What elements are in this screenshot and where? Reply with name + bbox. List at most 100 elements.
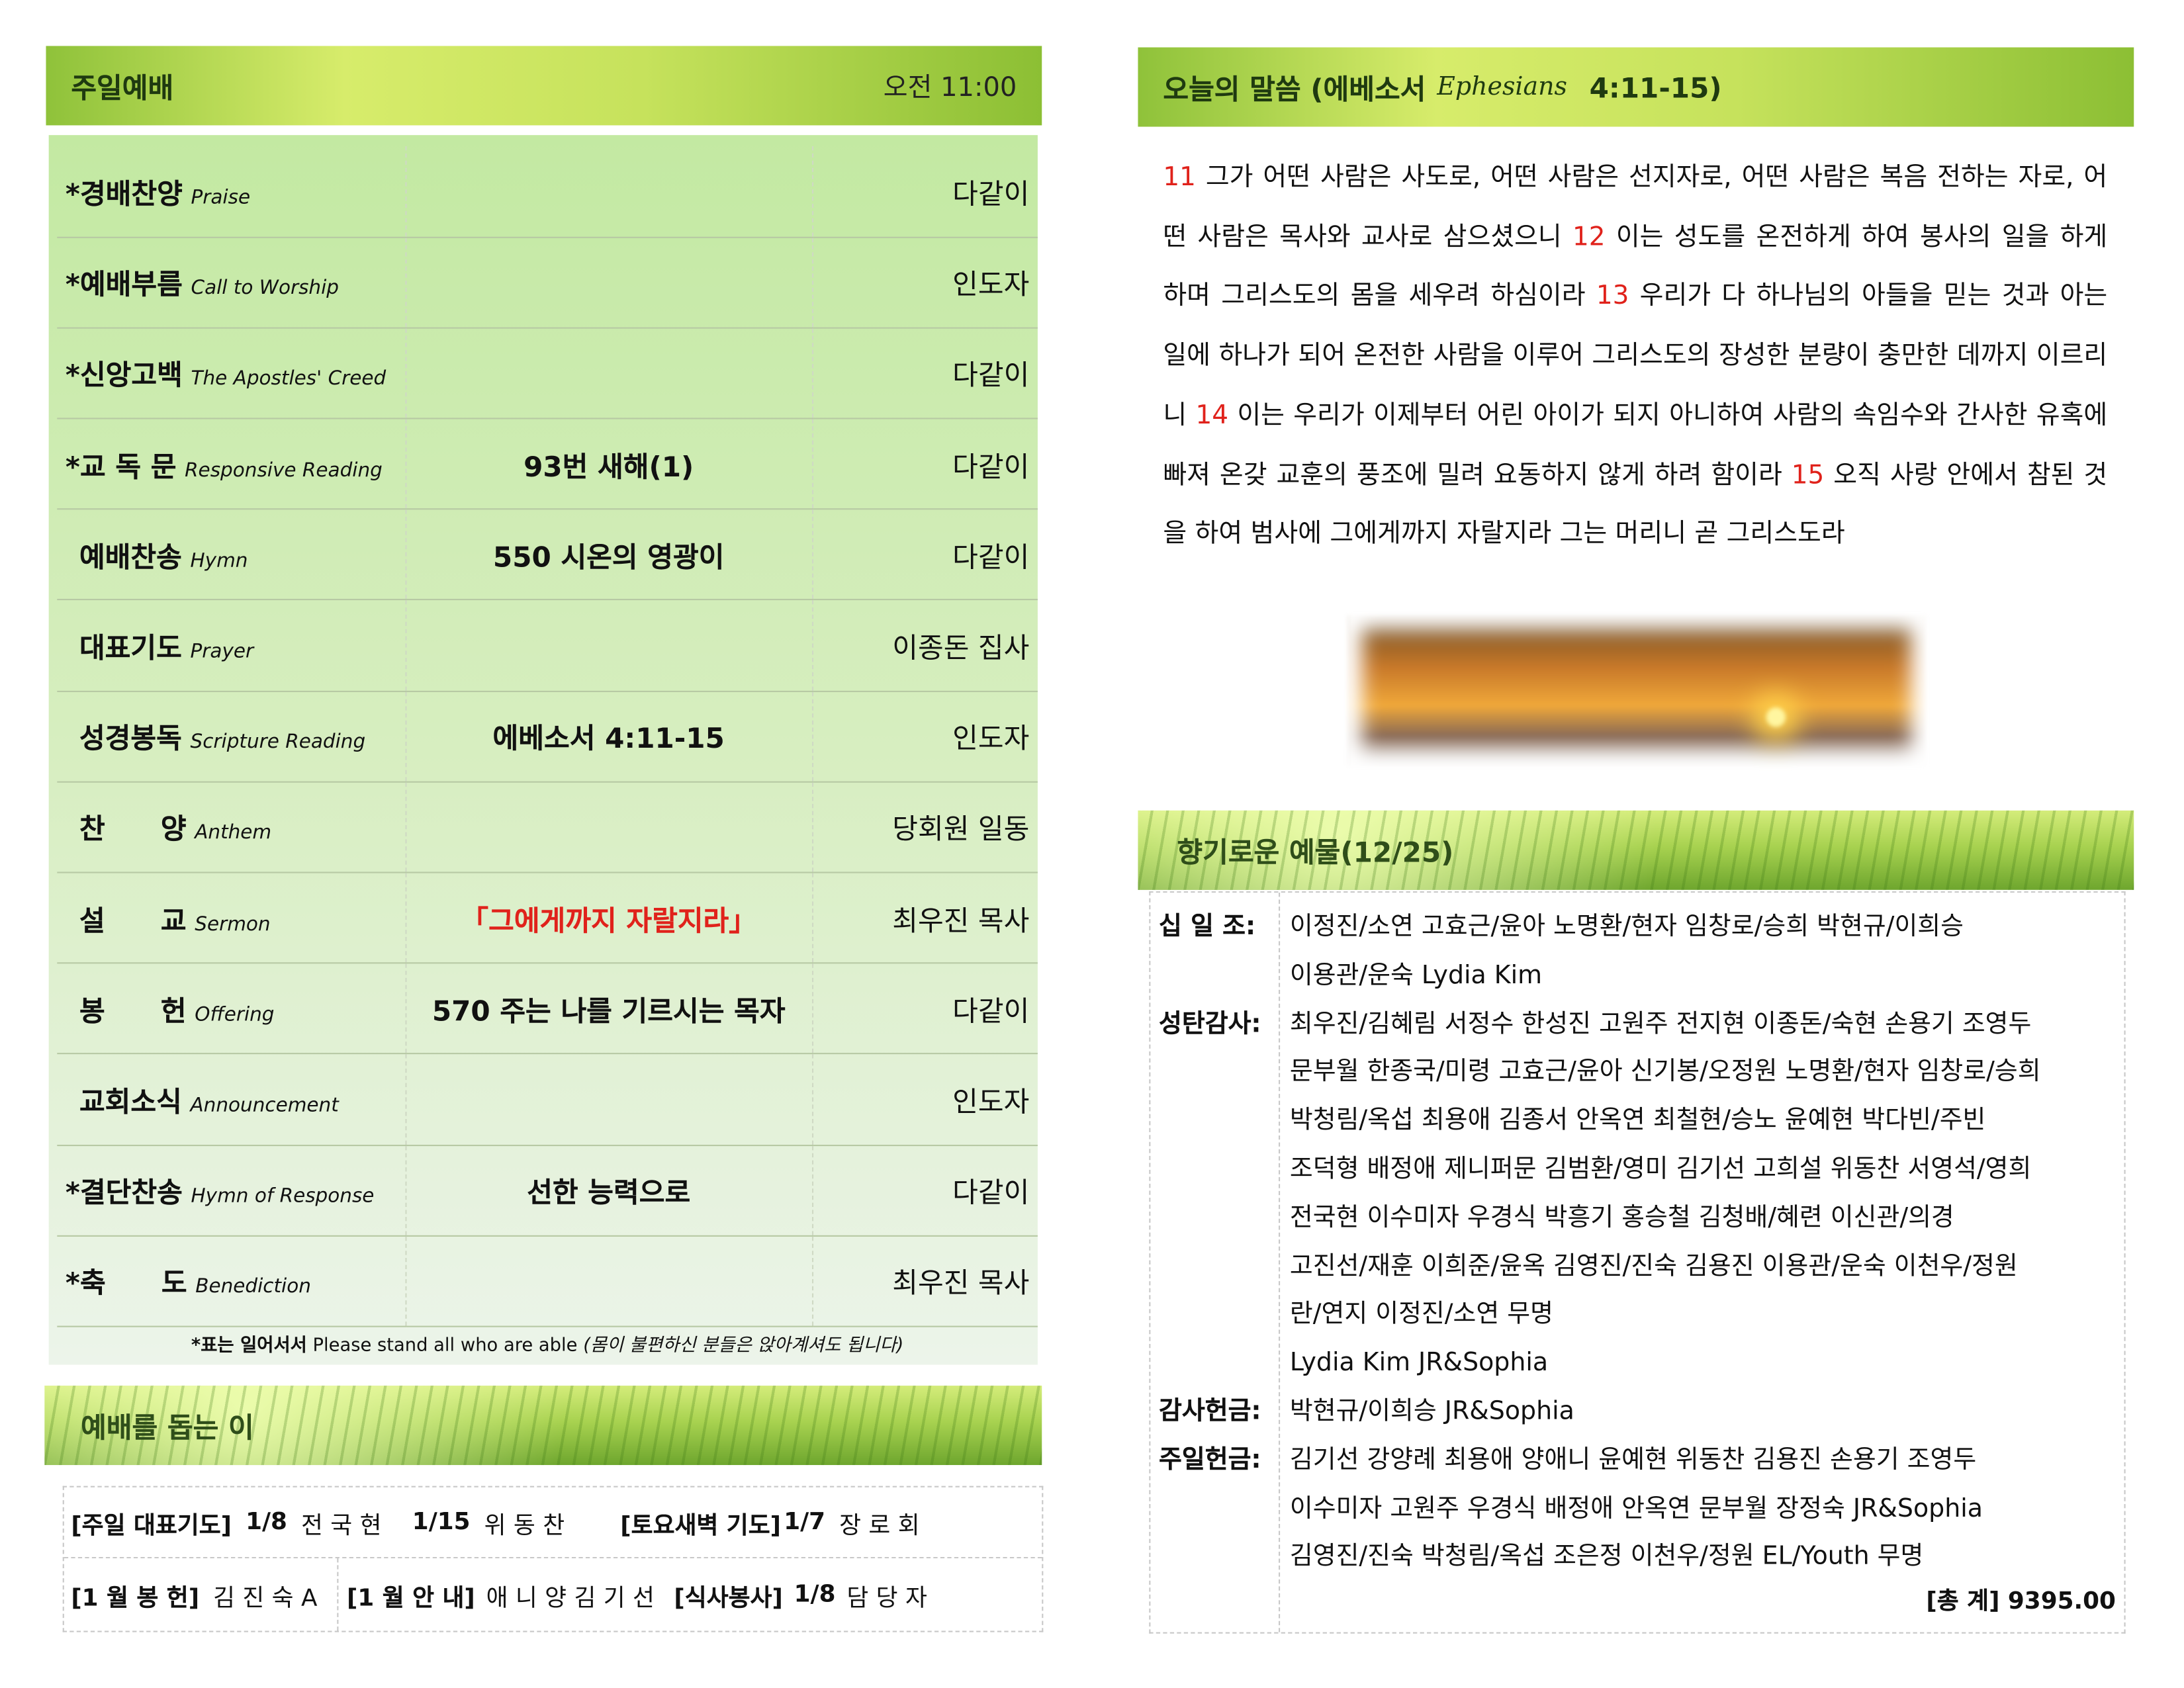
- item-detail: [405, 781, 813, 873]
- item-detail: [405, 328, 813, 420]
- item-ko: 경배찬양: [79, 176, 183, 210]
- item-leader: 다같이: [811, 963, 1038, 1055]
- sunday-prayer-label: [주일 대표기도]: [71, 1511, 232, 1540]
- offering-total: [총 계] 9395.00: [1926, 1581, 2116, 1616]
- offering-line: 이용관/운숙 Lydia Kim: [1289, 960, 1543, 990]
- verse-number: 14: [1195, 400, 1229, 430]
- item-en: Sermon: [195, 912, 271, 936]
- offering-line: 전국현 이수미자 우경식 박흥기 홍승철 김청배/혜련 이신관/의경: [1289, 1202, 1954, 1233]
- standing-note-bold: *표는 일어서서: [191, 1335, 307, 1356]
- stand-marker: *: [65, 1175, 80, 1210]
- stand-marker: *: [65, 449, 80, 483]
- item-leader: 인도자: [811, 237, 1038, 329]
- saturday-prayer-label: [토요새벽 기도]: [620, 1511, 781, 1540]
- scripture-text: 11 그가 어떤 사람은 사도로, 어떤 사람은 선지자로, 어떤 사람은 복음…: [1163, 149, 2107, 565]
- item-detail: 93번 새해(1): [405, 418, 813, 510]
- item-leader: 다같이: [811, 1145, 1038, 1237]
- verse-number: 13: [1596, 281, 1629, 312]
- item-detail: [405, 1053, 813, 1146]
- helpers-box: [주일 대표기도] 1/8 전 국 현 1/15 위 동 찬 [토요새벽 기도]…: [62, 1486, 1044, 1632]
- offering-line: 조덕형 배정애 제니퍼문 김범환/영미 김기선 고희설 위동찬 서영석/영희: [1289, 1154, 2032, 1184]
- saturday-prayer-name: 장 로 회: [839, 1511, 920, 1540]
- item-leader: 다같이: [811, 418, 1038, 510]
- offering-group-label: 감사헌금:: [1159, 1396, 1261, 1427]
- item-detail: 에베소서 4:11-15: [405, 691, 813, 783]
- worship-item: 대표기도 Prayer: [57, 600, 406, 692]
- offering-group: 십 일 조: 이정진/소연 고효근/윤아 노명환/현자 임창로/승희 박현규/이희…: [1159, 904, 2118, 1000]
- worship-item: 예배찬송 Hymn: [57, 509, 406, 601]
- sunset-image: [1348, 615, 1925, 766]
- offering-header: 향기로운 예물(12/25): [1138, 810, 2134, 890]
- offering-line: 최우진/김혜림 서정수 한성진 고원주 전지현 이종돈/숙현 손용기 조영두: [1289, 1008, 2032, 1039]
- item-en: Hymn: [190, 549, 248, 572]
- offering-line: 박현규/이희승 JR&Sophia: [1289, 1396, 1574, 1427]
- offering-month-label: [1 월 봉 헌]: [71, 1583, 200, 1613]
- worship-item: 성경봉독 Scripture Reading: [57, 691, 406, 783]
- item-ko: 결단찬송: [79, 1175, 183, 1210]
- item-ko: 대표기도: [79, 631, 182, 664]
- worship-item: 설 교 Sermon: [57, 872, 406, 964]
- total-value: 9395.00: [2007, 1587, 2116, 1616]
- item-en: Offering: [195, 1003, 275, 1026]
- sunday-prayer-name-1: 전 국 현: [300, 1511, 382, 1540]
- sunday-prayer-name-2: 위 동 찬: [484, 1511, 565, 1540]
- sunday-prayer-date-2: 1/15: [412, 1508, 471, 1536]
- offering-group-label: 성탄감사:: [1159, 1008, 1261, 1039]
- item-en: Prayer: [190, 641, 254, 663]
- offering-group-label: 십 일 조:: [1159, 912, 1256, 942]
- helpers-title: 예배를 돕는 이: [81, 1410, 254, 1444]
- scripture-title-en: Ephesians: [1437, 72, 1567, 102]
- item-en: Announcement: [190, 1094, 339, 1117]
- standing-note-en: Please stand all who are able: [312, 1335, 578, 1356]
- item-detail: [405, 1235, 813, 1327]
- scripture-header: 오늘의 말씀 (에베소서 Ephesians 4:11-15): [1138, 47, 2134, 127]
- item-detail: [405, 600, 813, 692]
- offering-line: 문부월 한종국/미령 고효근/윤아 신기봉/오정원 노명환/현자 임창로/승희: [1289, 1057, 2041, 1087]
- sun-icon: [1766, 707, 1786, 727]
- worship-header: 주일예배 오전 11:00: [46, 46, 1042, 126]
- item-en: Scripture Reading: [190, 731, 366, 754]
- worship-item: 봉 헌 Offering: [57, 963, 406, 1055]
- item-ko: 예배부름: [79, 267, 183, 302]
- item-ko: 봉 헌: [79, 994, 187, 1028]
- item-detail: 「그에게까지 자랄지라」: [405, 872, 813, 964]
- standing-note: *표는 일어서서 Please stand all who are able (…: [57, 1330, 1038, 1356]
- verse-text: 이는 우리가 이제부터 어린 아이가 되지 아니하여 사람의 속임수와 간사한 …: [1163, 400, 2108, 490]
- offering-line: 고진선/재훈 이희준/윤옥 김영진/진숙 김용진 이용관/운숙 이천우/정원: [1289, 1251, 2018, 1281]
- worship-item: *신앙고백 The Apostles' Creed: [57, 328, 406, 420]
- item-en: Hymn of Response: [191, 1185, 375, 1208]
- worship-row: 성경봉독 Scripture Reading 에베소서 4:11-15 인도자: [57, 691, 1038, 783]
- offering-group: 감사헌금: 박현규/이희승 JR&Sophia: [1159, 1388, 2118, 1437]
- worship-row: 설 교 Sermon 「그에게까지 자랄지라」 최우진 목사: [57, 872, 1038, 964]
- helpers-header: 예배를 돕는 이: [44, 1386, 1042, 1466]
- worship-order-table: *경배찬양 Praise 다같이 *예배부름 Call to Worship 인도자 *신앙…: [48, 135, 1038, 1365]
- stand-marker: *: [65, 176, 80, 210]
- verse-number: 12: [1572, 222, 1606, 252]
- item-leader: 인도자: [811, 691, 1038, 783]
- worship-item: *결단찬송 Hymn of Response: [57, 1145, 406, 1237]
- offering-title: 향기로운 예물(12/25): [1177, 835, 1454, 869]
- meal-service-label: [식사봉사]: [674, 1583, 783, 1613]
- worship-item: *경배찬양 Praise: [57, 146, 406, 238]
- worship-row: *축 도 Benediction 최우진 목사: [57, 1235, 1038, 1327]
- verse-text: 우리가 다 하나님의 아들을 믿는 것과 아는 일에 하나가 되어 온전한 사람…: [1163, 281, 2108, 430]
- stand-marker: *: [65, 267, 80, 302]
- item-ko: 교 독 문: [79, 449, 177, 483]
- item-leader: 최우진 목사: [811, 872, 1038, 964]
- offering-line: 박청림/옥섭 최용애 김종서 안옥연 최철현/승노 윤예현 박다빈/주빈: [1289, 1106, 1986, 1135]
- item-detail: 선한 능력으로: [405, 1145, 813, 1237]
- worship-row: 찬 양 Anthem 당회원 일동: [57, 781, 1038, 873]
- worship-item: *교 독 문 Responsive Reading: [57, 418, 406, 510]
- stand-marker: *: [65, 1266, 80, 1300]
- usher-label: [1 월 안 내]: [347, 1583, 475, 1613]
- total-label: [총 계]: [1926, 1587, 2000, 1616]
- verse-number: 15: [1791, 460, 1825, 490]
- offering-group: 주일헌금: 김기선 강양례 최용애 양애니 윤예현 위동찬 김용진 손용기 조영두…: [1159, 1437, 2118, 1582]
- item-ko: 축 도: [79, 1266, 187, 1300]
- offering-group: 성탄감사: 최우진/김혜림 서정수 한성진 고원주 전지현 이종돈/숙현 손용기 …: [1159, 1000, 2118, 1388]
- item-leader: 인도자: [811, 1053, 1038, 1146]
- offering-line: Lydia Kim JR&Sophia: [1289, 1348, 1549, 1378]
- item-en: Responsive Reading: [185, 459, 383, 482]
- worship-row: *예배부름 Call to Worship 인도자: [57, 237, 1038, 329]
- worship-row: *경배찬양 Praise 다같이: [57, 146, 1038, 238]
